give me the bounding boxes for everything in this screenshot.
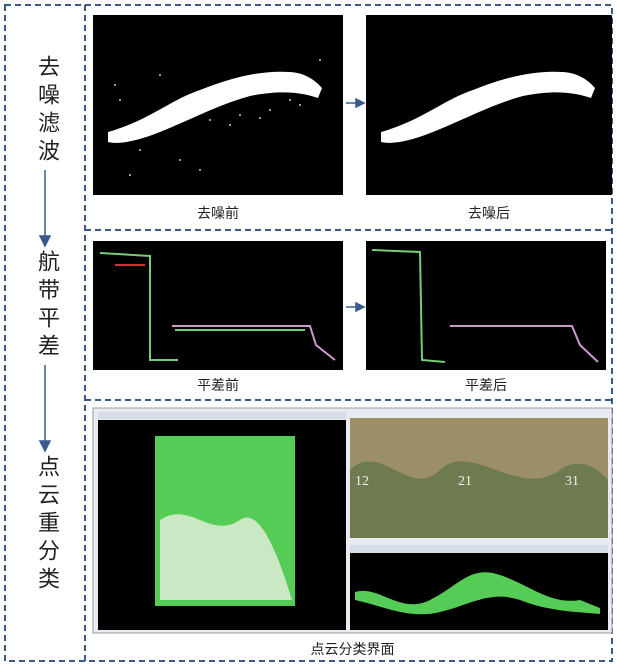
caption: 去噪前 <box>197 206 239 222</box>
step-label: 去噪滤波 <box>34 55 59 167</box>
strip-points <box>99 249 599 363</box>
image-before-adjust <box>93 241 343 370</box>
step-label: 点云重分类 <box>34 455 59 595</box>
profile-band <box>355 572 600 615</box>
tile-label: 21 <box>458 474 472 489</box>
tile-label: 31 <box>565 474 579 489</box>
caption: 平差后 <box>465 378 507 394</box>
step-arrows <box>38 170 52 453</box>
point-band <box>108 71 322 143</box>
tile-label: 12 <box>355 474 369 489</box>
classified-ground <box>160 514 292 600</box>
toolbar <box>98 412 346 419</box>
point-band <box>381 71 595 143</box>
toolbar <box>350 545 608 553</box>
arrow <box>346 301 366 313</box>
caption: 点云分类界面 <box>310 642 395 658</box>
step-label: 航带平差 <box>34 250 59 362</box>
noise-points <box>114 59 321 176</box>
image-after-adjust <box>366 241 606 370</box>
outer-frame <box>4 4 613 662</box>
caption: 去噪后 <box>468 206 510 222</box>
terrain <box>350 461 608 538</box>
caption: 平差前 <box>197 378 239 394</box>
arrow <box>346 97 366 109</box>
